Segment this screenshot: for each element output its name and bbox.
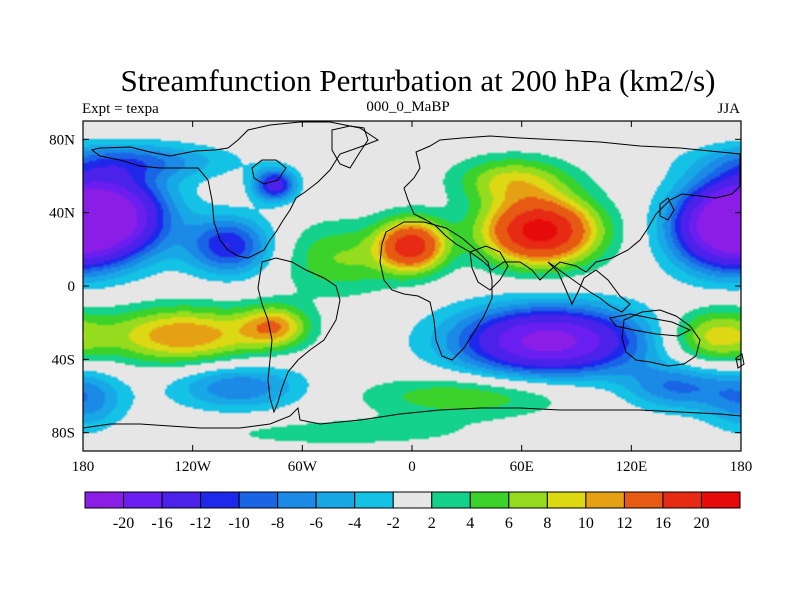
coastlines xyxy=(82,121,745,429)
x-tick-label: 60E xyxy=(510,459,534,475)
colorbar-swatch xyxy=(354,491,394,509)
colorbar: -20 -16 -12 -10 -8 -6 -4 -2 2 4 6 8 10 12 16 20 xyxy=(84,491,741,532)
colorbar-swatch xyxy=(546,491,587,509)
x-tick-label: 180 xyxy=(72,459,95,475)
colorbar-swatch xyxy=(585,491,625,509)
colorbar-swatch xyxy=(508,491,548,509)
colorbar-label: 12 xyxy=(616,515,632,532)
x-axis: 180 120W 60W 0 60E 120E 180 xyxy=(72,121,753,475)
colorbar-label: -4 xyxy=(348,515,361,532)
x-tick-label: 120E xyxy=(615,459,647,475)
y-tick-label: 40S xyxy=(52,352,75,368)
x-tick-label: 60W xyxy=(288,459,318,475)
y-tick-label: 80N xyxy=(49,132,75,148)
colorbar-swatch xyxy=(161,491,202,509)
colorbar-label: 10 xyxy=(578,515,594,532)
colorbar-swatch xyxy=(123,491,163,509)
x-tick-label: 120W xyxy=(174,459,212,475)
streamfunction-field xyxy=(83,121,741,451)
y-tick-label: 80S xyxy=(52,426,75,442)
colorbar-label: 20 xyxy=(693,515,709,532)
colorbar-label: -12 xyxy=(190,515,211,532)
y-tick-label: 0 xyxy=(68,279,76,295)
colorbar-label: -16 xyxy=(151,515,172,532)
colorbar-swatch xyxy=(662,491,702,509)
colorbar-label: -6 xyxy=(310,515,323,532)
chart-title: Streamfunction Perturbation at 200 hPa (… xyxy=(121,63,716,98)
colorbar-label: 4 xyxy=(466,515,474,532)
season-label: JJA xyxy=(717,101,740,117)
colorbar-swatch xyxy=(700,491,741,509)
colorbar-label: 8 xyxy=(543,515,551,532)
colorbar-swatch xyxy=(431,491,471,509)
colorbar-swatch xyxy=(277,491,317,509)
colorbar-swatch xyxy=(469,491,510,509)
x-tick-label: 180 xyxy=(730,459,753,475)
period-label: 000_0_MaBP xyxy=(366,99,449,115)
colorbar-label: 16 xyxy=(655,515,671,532)
y-axis: 80N 40N 0 40S 80S xyxy=(49,132,741,442)
colorbar-label: -10 xyxy=(228,515,249,532)
colorbar-swatch xyxy=(392,491,433,509)
colorbar-label: 2 xyxy=(428,515,436,532)
colorbar-label: 6 xyxy=(505,515,513,532)
colorbar-swatch xyxy=(623,491,664,509)
x-tick-label: 0 xyxy=(408,459,416,475)
colorbar-swatch xyxy=(315,491,356,509)
colorbar-label: -8 xyxy=(271,515,284,532)
colorbar-label: -20 xyxy=(113,515,134,532)
experiment-label: Expt = texpa xyxy=(82,101,159,117)
colorbar-swatch xyxy=(84,491,125,509)
colorbar-label: -2 xyxy=(387,515,400,532)
colorbar-swatch xyxy=(238,491,279,509)
y-tick-label: 40N xyxy=(49,206,75,222)
colorbar-swatch xyxy=(200,491,240,509)
